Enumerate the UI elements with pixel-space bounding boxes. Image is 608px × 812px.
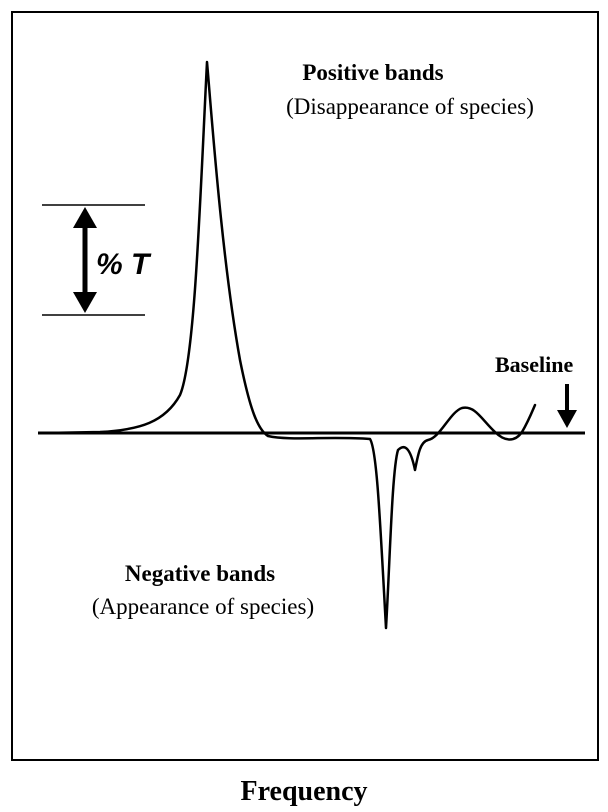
spectrum-curve [43,60,537,630]
baseline-label: Baseline [495,352,573,377]
scale-arrow-up [73,207,97,228]
x-axis-label: Frequency [240,776,367,807]
baseline-arrow-head [557,410,577,428]
negative-title: Negative bands [125,561,275,586]
negative-subtitle: (Appearance of species) [92,594,314,619]
positive-title: Positive bands [302,60,443,85]
scale-label: % T [96,248,152,281]
positive-subtitle: (Disappearance of species) [286,94,534,119]
frame [11,11,599,761]
scale-arrow-down [73,292,97,313]
